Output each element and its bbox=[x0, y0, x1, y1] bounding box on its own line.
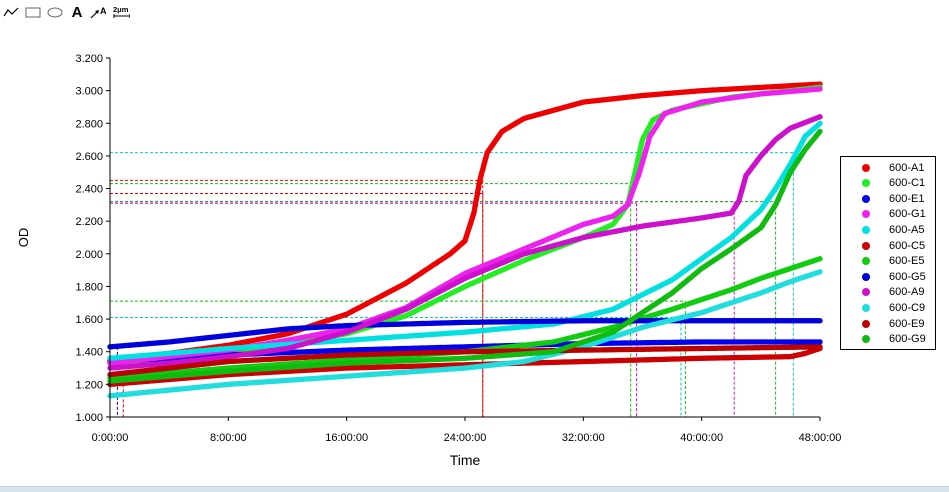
data-point bbox=[817, 114, 822, 119]
data-point bbox=[817, 256, 822, 261]
data-point bbox=[817, 339, 822, 344]
data-point bbox=[817, 121, 822, 126]
data-point bbox=[817, 318, 822, 323]
data-series bbox=[107, 81, 822, 398]
data-point bbox=[817, 269, 822, 274]
data-point bbox=[817, 86, 822, 91]
